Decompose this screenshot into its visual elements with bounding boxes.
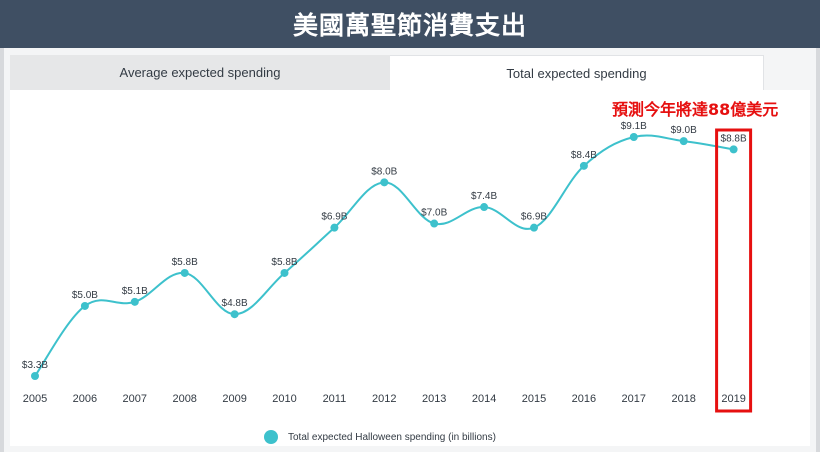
data-point-2007[interactable] (130, 297, 139, 306)
forecast-annotation: 預測今年將達88億美元 (612, 100, 779, 119)
data-label-2018: $9.0B (671, 125, 697, 136)
data-label-2006: $5.0B (72, 290, 98, 301)
x-tick-label-2012: 2012 (372, 393, 396, 405)
x-tick-label-2013: 2013 (422, 393, 446, 405)
data-point-2006[interactable] (80, 301, 89, 310)
data-label-2008: $5.8B (172, 257, 198, 268)
data-label-2013: $7.0B (421, 208, 447, 219)
data-point-2018[interactable] (679, 137, 688, 146)
tab-total-expected-spending[interactable]: Total expected spending (390, 55, 764, 90)
x-tick-label-2008: 2008 (172, 393, 196, 405)
data-point-2015[interactable] (530, 223, 538, 232)
data-point-2014[interactable] (480, 203, 489, 212)
data-label-2014: $7.4B (471, 191, 497, 202)
x-tick-label-2018: 2018 (671, 393, 695, 405)
x-tick-label-2019: 2019 (721, 393, 745, 405)
data-point-2019[interactable] (729, 145, 738, 154)
data-point-2008[interactable] (180, 268, 189, 277)
data-label-2016: $8.4B (571, 150, 597, 161)
data-point-2009[interactable] (230, 310, 239, 319)
data-label-2012: $8.0B (371, 166, 397, 177)
data-label-2005: $3.3B (22, 360, 48, 371)
data-point-2011[interactable] (330, 223, 339, 232)
data-label-2009: $4.8B (222, 298, 248, 309)
data-label-2019: $8.8B (721, 133, 747, 144)
x-tick-label-2011: 2011 (323, 393, 347, 405)
page-title: 美國萬聖節消費支出 (0, 0, 820, 48)
legend-marker (264, 430, 278, 444)
data-point-2016[interactable] (579, 161, 588, 170)
data-label-2010: $5.8B (271, 257, 297, 268)
x-tick-label-2007: 2007 (123, 393, 147, 405)
legend-label: Total expected Halloween spending (in bi… (288, 431, 496, 443)
data-label-2015: $6.9B (521, 212, 547, 223)
x-tick-label-2015: 2015 (522, 393, 546, 405)
data-label-2017: $9.1B (621, 121, 647, 132)
data-label-2007: $5.1B (122, 286, 148, 297)
x-tick-label-2006: 2006 (73, 393, 97, 405)
chart-panel (10, 90, 810, 446)
x-tick-label-2014: 2014 (472, 393, 496, 405)
x-tick-label-2017: 2017 (622, 393, 646, 405)
chart-legend[interactable]: Total expected Halloween spending (in bi… (264, 428, 496, 446)
highlight-box-2019 (715, 128, 753, 413)
data-label-2011: $6.9B (321, 212, 347, 223)
tab-average-expected-spending[interactable]: Average expected spending (10, 55, 390, 90)
data-point-2012[interactable] (380, 178, 389, 187)
x-tick-label-2009: 2009 (222, 393, 246, 405)
x-tick-label-2016: 2016 (572, 393, 596, 405)
data-point-2017[interactable] (629, 133, 638, 141)
data-point-2013[interactable] (430, 219, 439, 228)
data-point-2005[interactable] (31, 372, 39, 380)
x-tick-label-2005: 2005 (23, 393, 47, 405)
data-point-2010[interactable] (280, 268, 289, 277)
x-tick-label-2010: 2010 (272, 393, 296, 405)
